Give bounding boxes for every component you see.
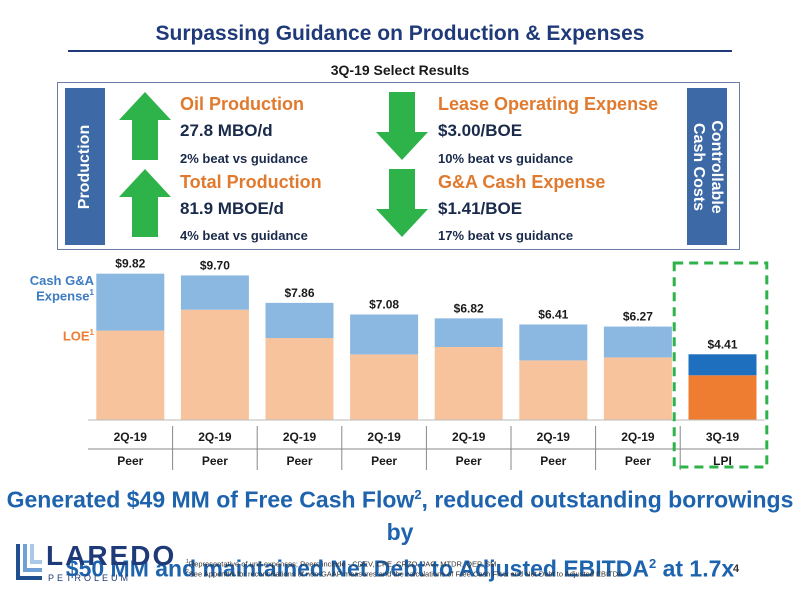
oil-up-arrow-icon [119,92,171,160]
category-sublabel: Peer [371,454,397,468]
logo-subtitle: PETROLEUM [48,573,132,583]
cash-ga-bar-segment [265,302,334,339]
message-sup2: 2 [648,555,657,571]
ga-down-arrow-icon [376,169,428,237]
message-line2b: at 1.7x [656,555,735,582]
footnote-1: 1Representative of unit expenses; Peers … [186,559,496,569]
message-line1: Generated $49 MM of Free Cash Flow [6,486,415,513]
logo-mark-icon [16,544,42,580]
category-sublabel: Peer [202,454,228,468]
cash-ga-footnote-mark: 1 [89,288,94,297]
category-tick-label: 2Q-19 [537,430,571,444]
loe-bar-segment [434,346,503,420]
loe-bar-segment [519,360,588,420]
loe-bar-segment [96,330,165,420]
category-tick-label: 2Q-19 [283,430,317,444]
bar-total-label: $7.86 [284,286,314,300]
cash-ga-bar-segment [96,273,165,331]
category-tick-label: 2Q-19 [367,430,401,444]
cash-ga-bar-segment [688,354,757,376]
footnote-1-text: Representative of unit expenses; Peers i… [188,559,497,569]
bar-total-label: $7.08 [369,297,399,311]
message-sup1: 2 [414,487,422,502]
ga-heading: G&A Cash Expense [438,172,606,192]
bar-total-label: $9.82 [115,257,145,271]
category-tick-label: 2Q-19 [452,430,486,444]
ga-value: $1.41/BOE [438,199,523,218]
page-title: Surpassing Guidance on Production & Expe… [155,22,645,45]
category-sublabel: LPI [713,454,732,468]
category-sublabel: Peer [625,454,651,468]
total-production-heading: Total Production [180,172,322,192]
ga-note: 17% beat vs guidance [438,228,574,243]
loe-heading: Lease Operating Expense [438,94,659,114]
loe-bar-segment [688,375,757,420]
title-divider [68,50,732,52]
logo-name: LAREDO [46,540,177,571]
category-sublabel: Peer [540,454,566,468]
bar-total-label: $6.41 [538,307,568,321]
cash-ga-bar-segment [180,275,249,310]
total-up-arrow-icon [119,169,171,237]
lpi-highlight-box [672,261,769,469]
bar-total-label: $6.82 [454,301,484,315]
loe-down-arrow-icon [376,92,428,160]
bar-total-label: $6.27 [623,310,653,324]
loe-bar-segment [350,354,419,420]
category-sublabel: Peer [286,454,312,468]
unit-cost-chart: $9.82 2Q-19 Peer $9.70 2Q-19 Peer $7.86 2Q-19 Pe… [88,257,769,470]
message-line1b: , reduced outstanding borrowings by [386,486,794,545]
loe-value: $3.00/BOE [438,121,523,140]
cash-costs-label-bar: Controllable Cash Costs [687,88,727,245]
category-tick-label: 3Q-19 [706,430,740,444]
cash-ga-bar-segment [434,318,503,347]
page-number: 4 [733,563,740,575]
cash-ga-legend-line2: Expense [36,288,90,304]
footnote-1-mark: 1 [186,559,189,565]
cash-ga-legend-line1: Cash G&A [29,273,94,288]
cash-ga-bar-segment [519,324,588,361]
loe-note: 10% beat vs guidance [438,151,574,166]
footnote-2: 2See Appendix for reconciliations of non… [186,569,623,579]
production-label-bar: Production [65,88,105,245]
oil-production-heading: Oil Production [180,94,304,114]
category-tick-label: 2Q-19 [621,430,655,444]
loe-legend-text: LOE [62,328,90,344]
category-tick-label: 2Q-19 [198,430,232,444]
key-message: Generated $49 MM of Free Cash Flow2, red… [0,479,800,584]
category-tick-label: 2Q-19 [114,430,148,444]
loe-legend-label: LOE1 [63,328,94,343]
footnote-2-text: See Appendix for reconciliations of non-… [188,569,624,579]
total-production-value: 81.9 MBOE/d [180,199,284,218]
bar-total-label: $9.70 [200,258,230,272]
category-sublabel: Peer [456,454,482,468]
oil-production-value: 27.8 MBO/d [180,121,273,140]
bar-total-label: $4.41 [707,337,737,351]
cash-ga-legend-label: Cash G&A Expense1 [30,273,94,303]
loe-bar-segment [265,338,334,420]
results-box [57,82,740,250]
oil-production-note: 2% beat vs guidance [180,151,308,166]
results-subtitle: 3Q-19 Select Results [330,62,470,78]
loe-bar-segment [180,309,249,420]
total-production-note: 4% beat vs guidance [180,228,308,243]
message-line2: $50 MM and maintained Net Debt to Adjust… [65,555,649,582]
cash-ga-bar-segment [603,326,672,358]
loe-footnote-mark: 1 [89,328,94,337]
category-sublabel: Peer [117,454,143,468]
footnote-2-mark: 2 [186,569,189,575]
loe-bar-segment [603,357,672,420]
cash-ga-bar-segment [350,314,419,355]
